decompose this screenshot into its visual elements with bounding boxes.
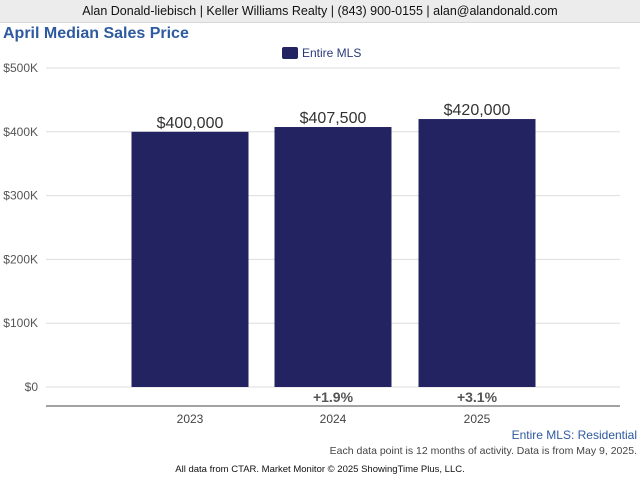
y-tick-label: $300K [3, 189, 38, 203]
legend-label: Entire MLS [302, 46, 362, 60]
footer-credit: All data from CTAR. Market Monitor © 202… [175, 464, 465, 475]
data-label: $407,500 [300, 110, 367, 127]
data-label: $400,000 [157, 115, 224, 132]
chart-title: April Median Sales Price [3, 25, 189, 42]
x-tick-label: 2025 [464, 412, 491, 426]
bar [418, 119, 536, 387]
y-tick-label: $100K [3, 316, 38, 330]
change-label: +3.1% [457, 389, 498, 405]
agent-contact-bar: Alan Donald-liebisch | Keller Williams R… [0, 0, 640, 23]
bar [131, 131, 249, 387]
footer-subnote: Each data point is 12 months of activity… [329, 445, 637, 457]
data-label: $420,000 [444, 102, 511, 119]
chart-legend[interactable]: Entire MLS [282, 46, 361, 60]
bar [274, 127, 392, 387]
y-tick-label: $0 [25, 380, 39, 394]
footer-note: Entire MLS: Residential [511, 428, 637, 442]
change-label: +1.9% [313, 389, 354, 405]
x-tick-label: 2024 [320, 412, 347, 426]
y-tick-label: $500K [3, 61, 38, 75]
y-tick-label: $400K [3, 125, 38, 139]
legend-swatch [282, 47, 298, 59]
y-tick-label: $200K [3, 252, 38, 266]
x-tick-label: 2023 [177, 412, 204, 426]
